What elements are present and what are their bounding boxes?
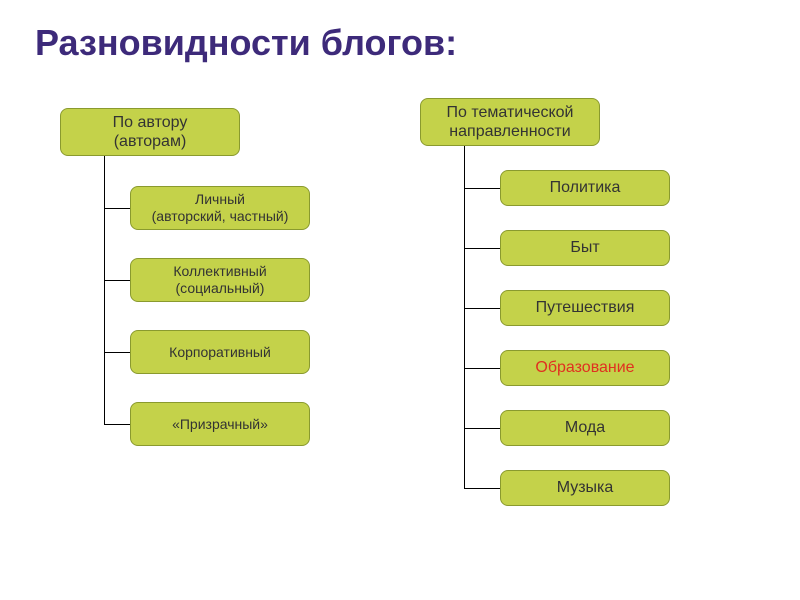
- left-tree-child-label: (авторский, частный): [152, 208, 289, 225]
- right-tree-child: Быт: [500, 230, 670, 266]
- left-tree-child-label: (социальный): [176, 280, 265, 297]
- right-tree-child: Путешествия: [500, 290, 670, 326]
- right-tree-child-label: Быт: [570, 238, 599, 257]
- connector-line: [464, 488, 500, 489]
- left-tree-child: Корпоративный: [130, 330, 310, 374]
- left-tree-child: Коллективный(социальный): [130, 258, 310, 302]
- right-tree-child: Мода: [500, 410, 670, 446]
- connector-line: [464, 428, 500, 429]
- right-tree-child: Музыка: [500, 470, 670, 506]
- connector-line: [104, 424, 130, 425]
- right-tree-child-label: Путешествия: [536, 298, 635, 317]
- connector-line: [464, 146, 465, 488]
- right-tree-child-label: Политика: [550, 178, 621, 197]
- right-tree-child-label: Музыка: [557, 478, 614, 497]
- left-tree-child: «Призрачный»: [130, 402, 310, 446]
- right-tree-root-label: По тематической: [447, 103, 574, 122]
- right-tree-child-label: Мода: [565, 418, 605, 437]
- left-tree-child-label: Корпоративный: [169, 344, 271, 361]
- left-tree-child-label: Коллективный: [173, 263, 266, 280]
- page-title: Разновидности блогов:: [35, 22, 457, 64]
- right-tree-child: Образование: [500, 350, 670, 386]
- right-tree-root: По тематическойнаправленности: [420, 98, 600, 146]
- right-tree-root-label: направленности: [449, 122, 570, 141]
- connector-line: [464, 308, 500, 309]
- connector-line: [104, 208, 130, 209]
- left-tree-child-label: Личный: [195, 191, 245, 208]
- right-tree-child: Политика: [500, 170, 670, 206]
- left-tree-root-label: По автору: [113, 113, 188, 132]
- connector-line: [104, 280, 130, 281]
- left-tree-root: По автору(авторам): [60, 108, 240, 156]
- connector-line: [464, 248, 500, 249]
- connector-line: [464, 368, 500, 369]
- left-tree-root-label: (авторам): [114, 132, 187, 151]
- connector-line: [104, 156, 105, 424]
- connector-line: [104, 352, 130, 353]
- connector-line: [464, 188, 500, 189]
- right-tree-child-label: Образование: [535, 358, 634, 377]
- left-tree-child: Личный(авторский, частный): [130, 186, 310, 230]
- left-tree-child-label: «Призрачный»: [172, 416, 268, 433]
